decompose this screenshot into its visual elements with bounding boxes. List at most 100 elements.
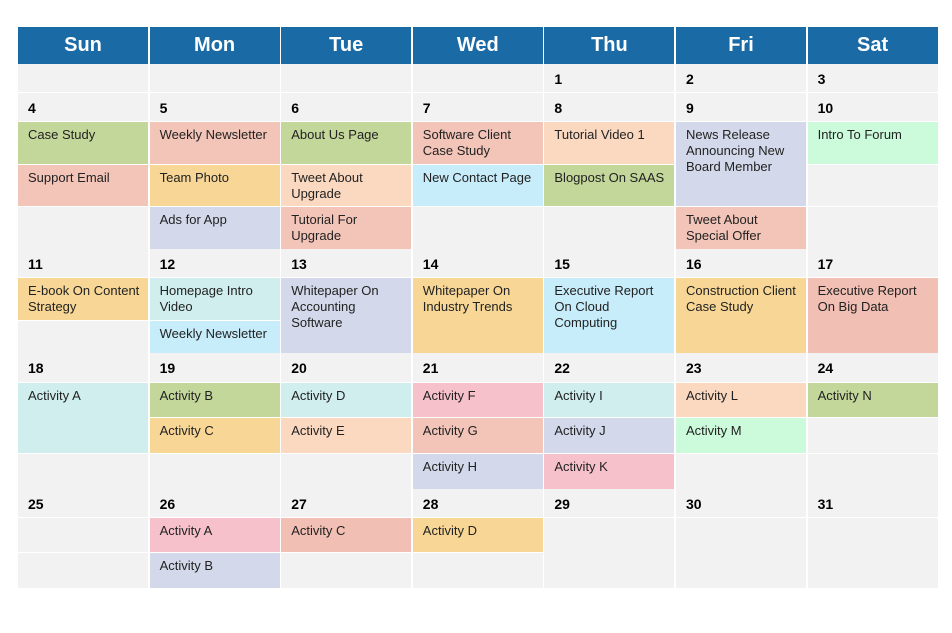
calendar-event[interactable]: Activity J bbox=[544, 418, 675, 453]
calendar-event[interactable]: Executive Report On Cloud Computing bbox=[544, 278, 675, 353]
calendar-event[interactable]: Team Photo bbox=[149, 165, 280, 206]
calendar-event[interactable]: Blogpost On SAAS bbox=[544, 165, 675, 206]
day-date-cell[interactable] bbox=[149, 64, 280, 92]
calendar-event[interactable]: Tutorial Video 1 bbox=[544, 122, 675, 164]
day-date-cell[interactable]: 15 bbox=[544, 249, 675, 277]
day-date-cell[interactable]: 29 bbox=[544, 489, 675, 517]
calendar-event[interactable]: Tweet About Special Offer bbox=[676, 207, 806, 249]
calendar-event[interactable]: Activity C bbox=[281, 518, 412, 552]
day-date-cell[interactable]: 21 bbox=[412, 353, 543, 382]
day-date-cell[interactable]: 16 bbox=[676, 249, 806, 277]
day-date-cell[interactable]: 18 bbox=[18, 353, 148, 382]
calendar-event[interactable]: Ads for App bbox=[149, 207, 280, 249]
calendar-event[interactable]: Tweet About Upgrade bbox=[281, 165, 412, 206]
day-slot-cell[interactable] bbox=[807, 165, 938, 206]
calendar-event[interactable]: Homepage Intro Video bbox=[149, 278, 280, 320]
calendar-event[interactable]: Activity I bbox=[544, 383, 675, 417]
day-slot-cell[interactable] bbox=[544, 207, 675, 249]
calendar-event[interactable]: Executive Report On Big Data bbox=[807, 278, 938, 353]
day-body-cell[interactable] bbox=[807, 518, 938, 588]
weekday-header-fri: Fri bbox=[676, 27, 806, 64]
day-date-cell[interactable]: 7 bbox=[412, 93, 543, 121]
day-date-cell[interactable]: 23 bbox=[676, 353, 806, 382]
weekday-header-wed: Wed bbox=[412, 27, 543, 64]
calendar-event[interactable]: Activity N bbox=[807, 383, 938, 417]
calendar-event[interactable]: E-book On Content Strategy bbox=[18, 278, 148, 320]
day-date-cell[interactable] bbox=[412, 64, 543, 92]
calendar-event[interactable]: Case Study bbox=[18, 122, 148, 164]
day-date-cell[interactable]: 5 bbox=[149, 93, 280, 121]
day-date-cell[interactable]: 11 bbox=[18, 249, 148, 277]
day-body-cell[interactable] bbox=[676, 518, 806, 588]
day-slot-cell[interactable] bbox=[149, 454, 280, 489]
calendar-event[interactable]: Weekly Newsletter bbox=[149, 122, 280, 164]
day-slot-cell[interactable] bbox=[18, 518, 148, 552]
day-date-cell[interactable]: 17 bbox=[807, 249, 938, 277]
calendar-event[interactable]: Activity G bbox=[412, 418, 543, 453]
day-date-cell[interactable]: 1 bbox=[544, 64, 675, 92]
calendar-event[interactable]: Intro To Forum bbox=[807, 122, 938, 164]
day-date-cell[interactable] bbox=[18, 64, 148, 92]
calendar-event[interactable]: Activity D bbox=[412, 518, 543, 552]
day-slot-cell[interactable] bbox=[412, 207, 543, 249]
calendar-event[interactable]: Whitepaper On Accounting Software bbox=[281, 278, 412, 353]
day-date-cell[interactable]: 12 bbox=[149, 249, 280, 277]
calendar-event[interactable]: Construction Client Case Study bbox=[676, 278, 806, 353]
calendar-event[interactable]: Whitepaper On Industry Trends bbox=[412, 278, 543, 353]
day-date-cell[interactable]: 31 bbox=[807, 489, 938, 517]
day-date-cell[interactable]: 28 bbox=[412, 489, 543, 517]
calendar-event[interactable]: Activity F bbox=[412, 383, 543, 417]
weekday-header-thu: Thu bbox=[544, 27, 675, 64]
day-slot-cell[interactable] bbox=[281, 553, 412, 588]
day-body-cell[interactable] bbox=[544, 518, 675, 588]
calendar-event[interactable]: Activity M bbox=[676, 418, 806, 453]
day-date-cell[interactable]: 27 bbox=[281, 489, 412, 517]
day-slot-cell[interactable] bbox=[18, 454, 148, 489]
calendar-event[interactable]: Software Client Case Study bbox=[412, 122, 543, 164]
day-date-cell[interactable]: 14 bbox=[412, 249, 543, 277]
calendar-event[interactable]: Activity B bbox=[149, 553, 280, 588]
day-slot-cell[interactable] bbox=[807, 207, 938, 249]
day-date-cell[interactable]: 2 bbox=[676, 64, 806, 92]
calendar-event[interactable]: Activity E bbox=[281, 418, 412, 453]
calendar-event[interactable]: Activity C bbox=[149, 418, 280, 453]
calendar-event[interactable]: New Contact Page bbox=[412, 165, 543, 206]
day-date-cell[interactable]: 13 bbox=[281, 249, 412, 277]
calendar-event[interactable]: Activity B bbox=[149, 383, 280, 417]
day-slot-cell[interactable] bbox=[18, 207, 148, 249]
day-date-cell[interactable]: 22 bbox=[544, 353, 675, 382]
calendar-event[interactable]: Activity A bbox=[149, 518, 280, 552]
calendar-event[interactable]: Tutorial For Upgrade bbox=[281, 207, 412, 249]
day-date-cell[interactable]: 3 bbox=[807, 64, 938, 92]
day-date-cell[interactable]: 8 bbox=[544, 93, 675, 121]
day-slot-cell[interactable] bbox=[18, 321, 148, 353]
calendar-event[interactable]: Activity D bbox=[281, 383, 412, 417]
calendar-event[interactable]: Support Email bbox=[18, 165, 148, 206]
calendar-event[interactable]: Activity A bbox=[18, 383, 148, 453]
day-date-cell[interactable]: 25 bbox=[18, 489, 148, 517]
day-slot-cell[interactable] bbox=[281, 454, 412, 489]
day-date-cell[interactable]: 20 bbox=[281, 353, 412, 382]
day-date-cell[interactable]: 10 bbox=[807, 93, 938, 121]
day-slot-cell[interactable] bbox=[412, 553, 543, 588]
weekday-header-sat: Sat bbox=[807, 27, 938, 64]
calendar-event[interactable]: Activity K bbox=[544, 454, 675, 489]
day-date-cell[interactable]: 30 bbox=[676, 489, 806, 517]
calendar-event[interactable]: News Release Announcing New Board Member bbox=[676, 122, 806, 206]
day-date-cell[interactable] bbox=[281, 64, 412, 92]
day-slot-cell[interactable] bbox=[807, 454, 938, 489]
day-date-cell[interactable]: 6 bbox=[281, 93, 412, 121]
calendar-event[interactable]: Activity H bbox=[412, 454, 543, 489]
day-date-cell[interactable]: 4 bbox=[18, 93, 148, 121]
calendar-event[interactable]: Weekly Newsletter bbox=[149, 321, 280, 353]
day-date-cell[interactable]: 9 bbox=[676, 93, 806, 121]
calendar-event[interactable]: About Us Page bbox=[281, 122, 412, 164]
day-date-cell[interactable]: 26 bbox=[149, 489, 280, 517]
calendar-event[interactable]: Activity L bbox=[676, 383, 806, 417]
day-slot-cell[interactable] bbox=[807, 418, 938, 453]
day-date-cell[interactable]: 24 bbox=[807, 353, 938, 382]
day-slot-cell[interactable] bbox=[676, 454, 806, 489]
day-date-cell[interactable]: 19 bbox=[149, 353, 280, 382]
day-slot-cell[interactable] bbox=[18, 553, 148, 588]
weekday-header-tue: Tue bbox=[281, 27, 412, 64]
